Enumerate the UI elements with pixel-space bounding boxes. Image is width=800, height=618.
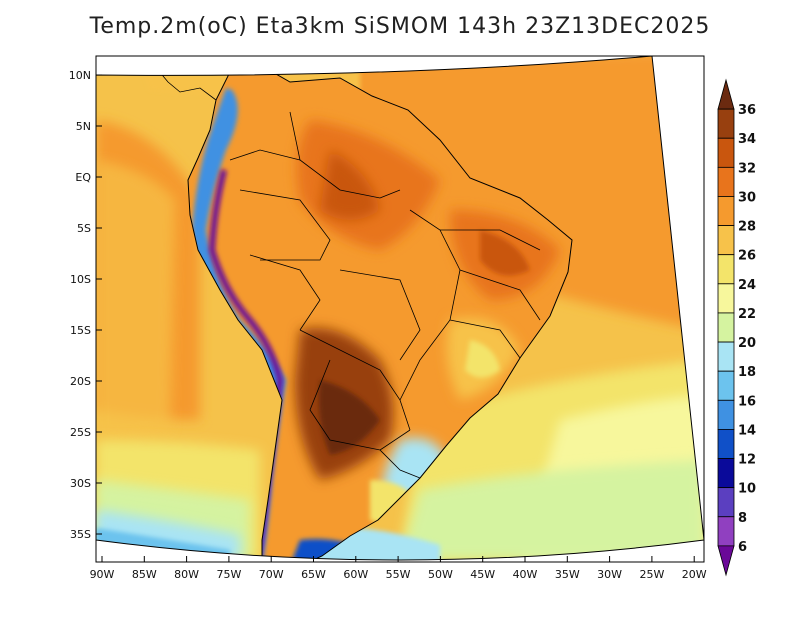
colorbar-swatch <box>717 196 735 226</box>
colorbar-swatch <box>717 137 735 168</box>
colorbar-swatch <box>717 166 735 197</box>
colorbar-swatch <box>717 283 735 314</box>
lon-tick-label: 35W <box>555 568 580 581</box>
lon-tick-label: 90W <box>90 568 115 581</box>
lon-tick-label: 25W <box>639 568 664 581</box>
colorbar-swatch <box>717 312 735 343</box>
lon-tick-label: 60W <box>343 568 368 581</box>
lon-tick-label: 85W <box>132 568 157 581</box>
colorbar-swatch <box>717 341 735 372</box>
colorbar-label: 8 <box>738 511 747 526</box>
lat-tick-label: 35S <box>70 528 91 541</box>
colorbar-swatch <box>717 225 735 256</box>
colorbar-label: 36 <box>738 103 756 118</box>
colorbar-label: 22 <box>738 307 756 322</box>
pacific-yellow <box>96 160 175 440</box>
latitude-axis: 10N 5N EQ 5S 10S 15S 20S 25S 30S 35S <box>69 69 102 541</box>
lat-tick-label: 5N <box>76 120 91 133</box>
lat-tick-label: 5S <box>77 222 91 235</box>
colorbar-label: 14 <box>738 423 756 438</box>
colorbar-label: 30 <box>738 190 756 205</box>
paraguay-max <box>318 380 380 455</box>
colorbar-top-arrow <box>717 78 735 110</box>
colorbar-swatch <box>717 108 735 139</box>
lat-tick-label: 25S <box>70 426 91 439</box>
lon-tick-label: 20W <box>682 568 707 581</box>
country-borders <box>229 111 541 479</box>
colorbar-swatch <box>717 487 735 518</box>
lon-tick-label: 75W <box>216 568 241 581</box>
lat-tick-label: 10S <box>70 273 91 286</box>
lon-tick-label: 65W <box>301 568 326 581</box>
lon-tick-label: 40W <box>513 568 538 581</box>
colorbar-swatch <box>717 458 735 489</box>
lon-tick-label: 50W <box>428 568 453 581</box>
colorbar-swatch <box>717 516 735 547</box>
colorbar-label: 32 <box>738 161 756 176</box>
south-atlantic-green <box>400 460 704 560</box>
colorbar-bottom-arrow <box>717 545 735 577</box>
colorbar-label: 12 <box>738 453 756 468</box>
lat-tick-label: EQ <box>75 171 91 184</box>
axis-box <box>95 55 705 563</box>
temperature-field <box>96 56 704 560</box>
tropical-atlantic-warm <box>350 56 700 330</box>
north-hot <box>320 150 380 220</box>
lat-tick-label: 20S <box>70 375 91 388</box>
colorbar-label: 20 <box>738 336 756 351</box>
lon-tick-label: 70W <box>259 568 284 581</box>
coastline <box>187 65 573 560</box>
colorbar-label: 34 <box>738 132 756 147</box>
colorbar-swatch <box>717 399 735 430</box>
colorbar-label: 18 <box>738 365 756 380</box>
lon-tick-label: 80W <box>174 568 199 581</box>
colorbar-label: 16 <box>738 394 756 409</box>
colorbar-label: 28 <box>738 220 756 235</box>
lon-tick-label: 45W <box>470 568 495 581</box>
colorbar-swatch <box>717 429 735 459</box>
minas-cool <box>465 340 500 378</box>
colorbar-label: 24 <box>738 278 756 293</box>
colorbar: 36 34 32 30 28 26 24 22 20 18 16 14 12 10 8 6 <box>717 78 756 577</box>
colorbar-label: 10 <box>738 482 756 497</box>
colorbar-swatch <box>717 370 735 401</box>
map-title: Temp.2m(oC) Eta3km SiSMOM 143h 23Z13DEC2… <box>89 14 711 39</box>
colorbar-label: 26 <box>738 249 756 264</box>
longitude-axis: 90W 85W 80W 75W 70W 65W 60W 55W 50W 45W 40W 35W 30W 2… <box>90 556 707 581</box>
northeast-hot <box>480 230 530 276</box>
colorbar-label: 6 <box>738 540 747 555</box>
lon-tick-label: 55W <box>386 568 411 581</box>
lat-tick-label: 30S <box>70 477 91 490</box>
south-america-land <box>188 66 572 560</box>
colorbar-swatch <box>717 254 735 285</box>
lon-tick-label: 30W <box>597 568 622 581</box>
lat-tick-label: 15S <box>70 324 91 337</box>
lat-tick-label: 10N <box>69 69 91 82</box>
